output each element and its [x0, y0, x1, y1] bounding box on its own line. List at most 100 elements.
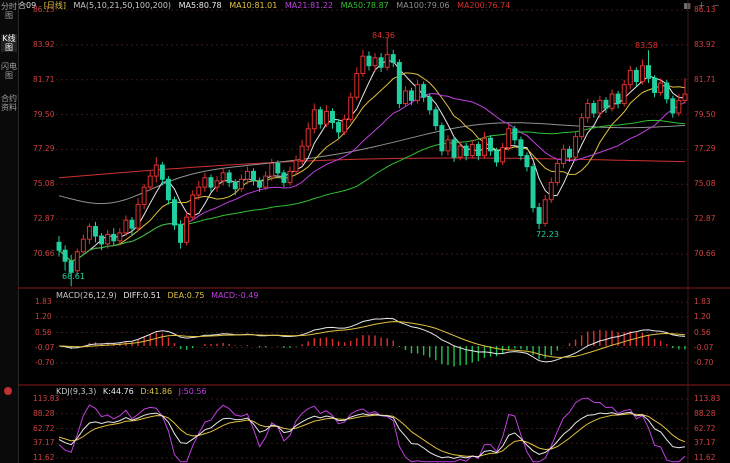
candle-body	[141, 186, 147, 205]
candle-body	[93, 226, 98, 237]
candle-body	[536, 207, 542, 224]
candle-body	[281, 172, 287, 183]
kdj-d: D:41.86	[140, 387, 173, 396]
price-tick-right: 75.08	[694, 179, 716, 189]
candle-body	[591, 103, 597, 114]
sidebar-item-kline[interactable]: K线图	[1, 34, 17, 52]
candle-body	[184, 216, 190, 243]
candle-body	[62, 249, 68, 262]
candle-body	[360, 55, 366, 75]
kdj-tick-right: 88.28	[694, 408, 716, 418]
candle-body	[299, 145, 305, 161]
candle-body	[208, 177, 214, 188]
macd-tick-right: 1.20	[694, 312, 711, 322]
annotation-low-mid: 72.23	[536, 230, 559, 239]
candle-body	[336, 121, 342, 133]
kdj-title[interactable]: KDJ(9,3,3)	[56, 387, 97, 396]
price-tick-right: 86.13	[694, 5, 716, 14]
kdj-tick-left: 37.17	[33, 438, 55, 448]
sidebar-item-contract-info[interactable]: 合约资料	[1, 94, 17, 112]
kdj-k-line	[58, 411, 686, 459]
kdj-tick-right: 113.83	[694, 394, 721, 403]
candle-body	[597, 99, 603, 114]
macd-tick-right: -0.70	[694, 357, 714, 367]
layout-icon[interactable]: ▦	[683, 1, 691, 10]
ma200-value: MA200:76.74	[457, 1, 511, 10]
candle-body	[135, 203, 141, 229]
candle-body	[251, 170, 256, 182]
ma21-value: MA21:81.22	[284, 1, 334, 10]
macd-tick-right: 1.83	[694, 297, 711, 306]
candle-body	[159, 164, 165, 180]
price-tick-left: 83.92	[33, 39, 55, 49]
ma-params[interactable]: MA(5,10,21,50,100,200)	[73, 1, 172, 10]
annotation-high-right: 83.58	[635, 41, 658, 50]
candle-body	[646, 65, 651, 79]
candle-body	[263, 175, 269, 188]
kdj-j: J:50.56	[178, 387, 207, 396]
macd-tick-right: -0.07	[694, 342, 714, 352]
price-tick-left: 79.50	[33, 109, 55, 119]
sidebar-item-flash[interactable]: 闪电图	[1, 62, 17, 80]
annotation-low-left: 68.61	[62, 272, 85, 281]
candle-body	[105, 233, 111, 245]
price-tick-left: 72.87	[33, 214, 55, 224]
candle-body	[178, 224, 184, 243]
ma-header: 合09 [日线] MA(5,10,21,50,100,200) MA5:80.7…	[18, 0, 730, 11]
candle-body	[129, 219, 135, 229]
price-tick-left: 81.71	[33, 74, 55, 84]
candle-body	[609, 93, 615, 109]
candle-body	[330, 110, 335, 123]
kdj-tick-left: 11.62	[33, 453, 55, 462]
candle-body	[99, 235, 105, 245]
price-tick-right: 70.66	[694, 249, 716, 258]
candle-body	[567, 148, 572, 158]
kdj-d-line	[58, 413, 686, 458]
candle-body	[172, 199, 177, 226]
candle-body	[372, 57, 378, 67]
price-tick-right: 72.87	[694, 214, 716, 224]
window-controls: ▦ ＋ －	[679, 0, 720, 11]
price-tick-left: 86.13	[33, 5, 55, 14]
candle-body	[366, 55, 372, 67]
ma10-line	[58, 72, 686, 262]
zoom-out-icon[interactable]: －	[712, 1, 720, 10]
period-label[interactable]: [日线]	[43, 1, 66, 10]
candle-body	[409, 90, 414, 101]
candle-body	[494, 150, 500, 163]
candle-body	[439, 125, 445, 152]
candle-body	[615, 93, 621, 105]
candle-body	[475, 144, 481, 157]
candle-body	[153, 164, 159, 177]
candle-body	[202, 177, 208, 188]
candle-body	[68, 260, 74, 273]
price-tick-right: 81.71	[694, 74, 716, 84]
candle-body	[311, 109, 317, 130]
candle-body	[323, 110, 329, 125]
kdj-j-line	[58, 397, 686, 463]
ma10-value: MA10:81.01	[229, 1, 278, 10]
settings-dot-icon[interactable]	[4, 387, 12, 395]
candle-body	[165, 178, 171, 201]
macd-tick-left: -0.70	[35, 357, 55, 367]
sidebar-item-timeshare[interactable]: 分时图	[1, 2, 17, 20]
candle-body	[415, 84, 421, 101]
candle-body	[305, 128, 311, 147]
kdj-tick-right: 37.17	[694, 438, 716, 448]
candle-body	[670, 98, 676, 114]
candle-body	[457, 145, 463, 158]
zoom-in-icon[interactable]: ＋	[697, 1, 706, 10]
candle-body	[652, 77, 658, 93]
candle-body	[627, 69, 633, 86]
kdj-k: K:44.76	[102, 387, 134, 396]
candle-body	[244, 170, 250, 180]
macd-title[interactable]: MACD(26,12,9)	[56, 291, 117, 300]
candle-body	[676, 99, 682, 114]
candle-body	[621, 84, 627, 105]
price-tick-left: 70.66	[33, 249, 55, 258]
macd-dea-line	[58, 321, 686, 358]
candle-body	[633, 69, 639, 82]
price-tick-right: 77.29	[694, 144, 716, 154]
candle-body	[506, 128, 512, 149]
